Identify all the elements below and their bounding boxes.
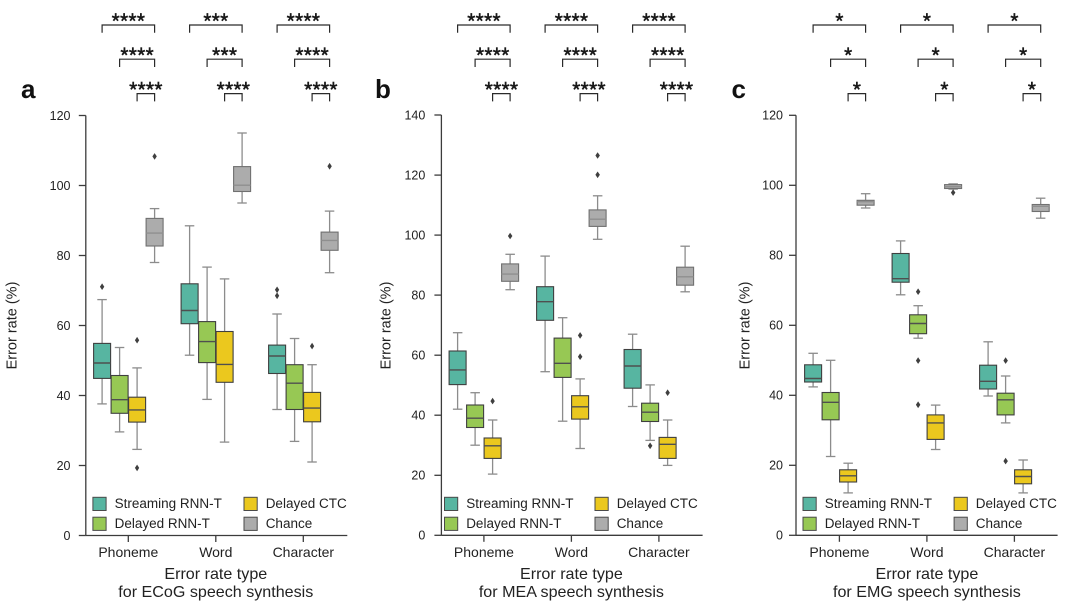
svg-text:Word: Word bbox=[199, 544, 232, 560]
svg-text:40: 40 bbox=[769, 389, 783, 403]
svg-text:80: 80 bbox=[411, 289, 425, 303]
svg-text:Chance: Chance bbox=[617, 516, 664, 531]
svg-text:Streaming RNN-T: Streaming RNN-T bbox=[466, 496, 573, 511]
svg-text:40: 40 bbox=[411, 409, 425, 423]
svg-text:20: 20 bbox=[57, 459, 71, 473]
svg-text:Streaming RNN-T: Streaming RNN-T bbox=[115, 496, 222, 511]
svg-text:Chance: Chance bbox=[266, 516, 313, 531]
svg-text:120: 120 bbox=[404, 169, 425, 183]
svg-text:100: 100 bbox=[762, 179, 783, 193]
svg-text:Delayed CTC: Delayed CTC bbox=[976, 496, 1057, 511]
svg-text:Error rate (%): Error rate (%) bbox=[738, 282, 754, 370]
svg-text:Phoneme: Phoneme bbox=[98, 544, 158, 560]
svg-text:Delayed RNN-T: Delayed RNN-T bbox=[825, 516, 920, 531]
svg-text:Delayed RNN-T: Delayed RNN-T bbox=[115, 516, 210, 531]
svg-text:60: 60 bbox=[411, 349, 425, 363]
svg-text:100: 100 bbox=[404, 229, 425, 243]
svg-text:for MEA speech synthesis: for MEA speech synthesis bbox=[479, 583, 664, 601]
svg-text:Streaming RNN-T: Streaming RNN-T bbox=[825, 496, 932, 511]
svg-text:Phoneme: Phoneme bbox=[454, 544, 514, 560]
svg-text:Word: Word bbox=[910, 544, 943, 560]
svg-text:20: 20 bbox=[411, 469, 425, 483]
svg-text:b: b bbox=[375, 74, 391, 104]
svg-text:60: 60 bbox=[57, 319, 71, 333]
svg-text:120: 120 bbox=[762, 109, 783, 123]
svg-text:0: 0 bbox=[64, 529, 71, 543]
svg-text:Character: Character bbox=[628, 544, 690, 560]
svg-text:Error rate type: Error rate type bbox=[164, 565, 267, 583]
svg-text:80: 80 bbox=[769, 249, 783, 263]
svg-text:Chance: Chance bbox=[976, 516, 1023, 531]
svg-text:Character: Character bbox=[273, 544, 335, 560]
svg-text:Delayed CTC: Delayed CTC bbox=[266, 496, 347, 511]
svg-text:60: 60 bbox=[769, 319, 783, 333]
svg-text:c: c bbox=[732, 74, 746, 104]
svg-text:Phoneme: Phoneme bbox=[809, 544, 869, 560]
svg-text:140: 140 bbox=[404, 108, 425, 122]
svg-text:100: 100 bbox=[50, 179, 71, 193]
svg-text:0: 0 bbox=[418, 529, 425, 543]
svg-text:20: 20 bbox=[769, 459, 783, 473]
svg-text:Error rate (%): Error rate (%) bbox=[5, 282, 21, 370]
svg-text:Error rate (%): Error rate (%) bbox=[379, 282, 395, 370]
svg-text:Delayed RNN-T: Delayed RNN-T bbox=[466, 516, 561, 531]
svg-text:Word: Word bbox=[555, 544, 588, 560]
svg-text:80: 80 bbox=[57, 249, 71, 263]
svg-text:for EMG speech synthesis: for EMG speech synthesis bbox=[833, 583, 1021, 601]
svg-text:Error rate type: Error rate type bbox=[520, 565, 623, 583]
svg-text:Error rate type: Error rate type bbox=[875, 565, 978, 583]
svg-text:120: 120 bbox=[50, 109, 71, 123]
svg-text:0: 0 bbox=[776, 529, 783, 543]
svg-text:Delayed CTC: Delayed CTC bbox=[617, 496, 698, 511]
svg-text:a: a bbox=[21, 74, 36, 104]
svg-text:for ECoG speech synthesis: for ECoG speech synthesis bbox=[118, 583, 313, 601]
svg-text:Character: Character bbox=[984, 544, 1046, 560]
svg-text:40: 40 bbox=[57, 389, 71, 403]
